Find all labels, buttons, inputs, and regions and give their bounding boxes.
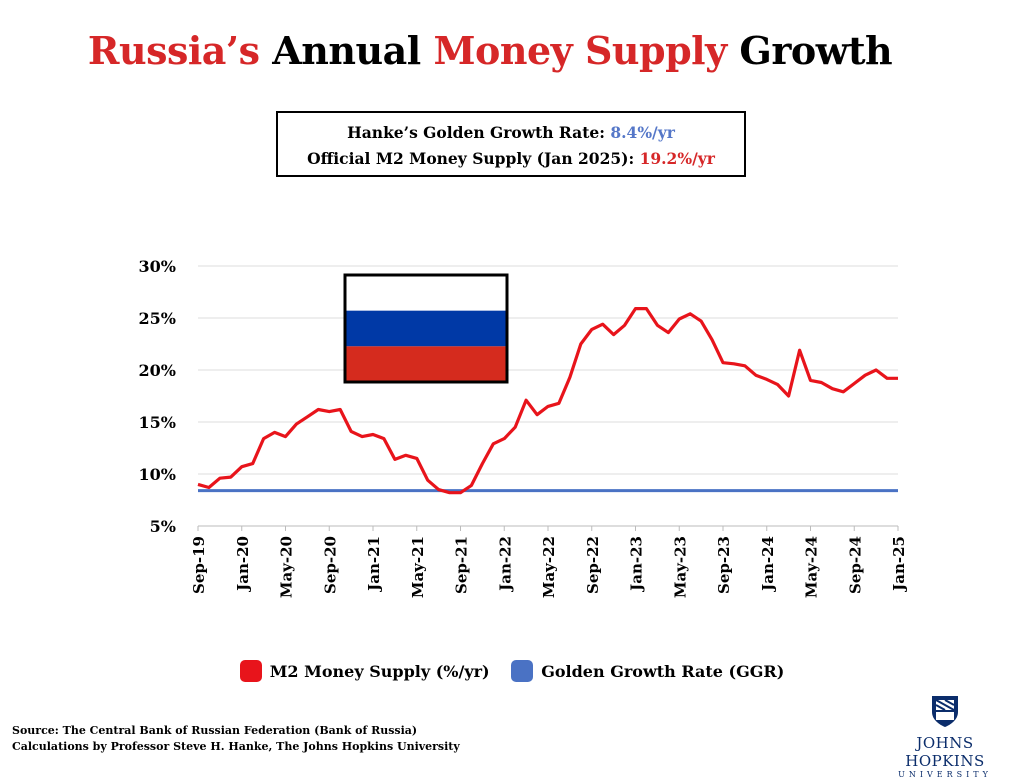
legend-item-m2: M2 Money Supply (%/yr) xyxy=(239,660,490,682)
source-line-2: Calculations by Professor Steve H. Hanke… xyxy=(12,740,460,753)
chart-title: Russia’s Annual Money Supply Growth xyxy=(0,28,980,73)
y-tick-label: 10% xyxy=(139,465,176,484)
legend-swatch-m2 xyxy=(239,660,262,682)
y-tick-label: 15% xyxy=(139,413,176,432)
jhu-logo-name: JOHNS HOPKINS xyxy=(905,734,985,770)
x-tick-label: Jan-24 xyxy=(759,536,777,593)
flag-stripe-red xyxy=(345,346,507,382)
y-tick-label: 25% xyxy=(139,309,176,328)
legend: M2 Money Supply (%/yr) Golden Growth Rat… xyxy=(0,660,1024,686)
info-m2-label: Official M2 Money Supply (Jan 2025): xyxy=(307,149,640,168)
x-tick-label: Jan-21 xyxy=(365,536,383,593)
x-tick-label: Sep-19 xyxy=(190,536,208,594)
x-tick-label: Jan-25 xyxy=(890,536,908,593)
title-part-growth: Growth xyxy=(726,28,893,73)
x-tick-label: Sep-22 xyxy=(584,536,602,594)
x-tick-label: May-22 xyxy=(540,536,558,598)
x-tick-label: Sep-23 xyxy=(715,536,733,594)
flag-border xyxy=(343,273,509,384)
source-line-1: Source: The Central Bank of Russian Fede… xyxy=(12,724,418,737)
x-tick-label: May-20 xyxy=(278,536,296,598)
jhu-logo-sub: UNIVERSITY xyxy=(898,770,992,779)
legend-item-ggr: Golden Growth Rate (GGR) xyxy=(511,660,784,682)
x-tick-label: Sep-24 xyxy=(846,536,864,594)
x-axis: Sep-19 Jan-20 May-20 Sep-20 Jan-21 May-21 Sep-… xyxy=(190,526,908,598)
info-ggr-label: Hanke’s Golden Growth Rate: xyxy=(347,123,611,142)
flag-stripe-blue xyxy=(345,310,507,347)
series-lines xyxy=(197,307,898,495)
y-tick-label: 20% xyxy=(139,361,176,380)
y-tick-label: 30% xyxy=(139,257,176,276)
x-tick-label: Jan-23 xyxy=(628,536,646,593)
x-tick-label: Jan-20 xyxy=(234,536,252,593)
title-part-russia: Russia’s xyxy=(87,28,260,73)
info-ggr-value: 8.4%/yr xyxy=(610,123,675,142)
info-box: Hanke’s Golden Growth Rate: 8.4%/yr Offi… xyxy=(276,111,746,177)
x-tick-label: Sep-21 xyxy=(453,536,471,594)
flag-stripe-white xyxy=(345,275,507,311)
info-line-ggr: Hanke’s Golden Growth Rate: 8.4%/yr xyxy=(278,120,744,146)
x-tick-label: Sep-20 xyxy=(321,536,339,594)
x-tick-label: May-23 xyxy=(671,536,689,598)
jhu-shield-icon xyxy=(932,696,958,727)
jhu-logo: JOHNS HOPKINS UNIVERSITY xyxy=(880,694,1010,779)
x-tick-label: Jan-22 xyxy=(496,536,514,593)
y-tick-label: 5% xyxy=(150,517,176,536)
legend-label-m2: M2 Money Supply (%/yr) xyxy=(269,661,490,681)
title-part-annual: Annual xyxy=(259,28,434,73)
source-note: Source: The Central Bank of Russian Fede… xyxy=(12,723,460,755)
x-tick-label: May-24 xyxy=(803,536,821,598)
y-axis: 5% 10% 15% 20% 25% 30% xyxy=(139,257,176,536)
line-chart: 5%10%15%20%25%30% Sep-19 Jan-20 May-20 Sep-… xyxy=(139,257,908,598)
legend-label-ggr: Golden Growth Rate (GGR) xyxy=(541,661,785,681)
legend-swatch-ggr xyxy=(511,660,534,682)
x-tick-label: May-21 xyxy=(409,536,427,598)
russia-flag-icon xyxy=(343,273,509,384)
grid-lines xyxy=(198,265,898,527)
title-part-money-supply: Money Supply xyxy=(433,28,727,73)
info-line-m2: Official M2 Money Supply (Jan 2025): 19.… xyxy=(278,146,744,172)
m2-series-line xyxy=(197,307,898,495)
info-m2-value: 19.2%/yr xyxy=(639,149,715,168)
